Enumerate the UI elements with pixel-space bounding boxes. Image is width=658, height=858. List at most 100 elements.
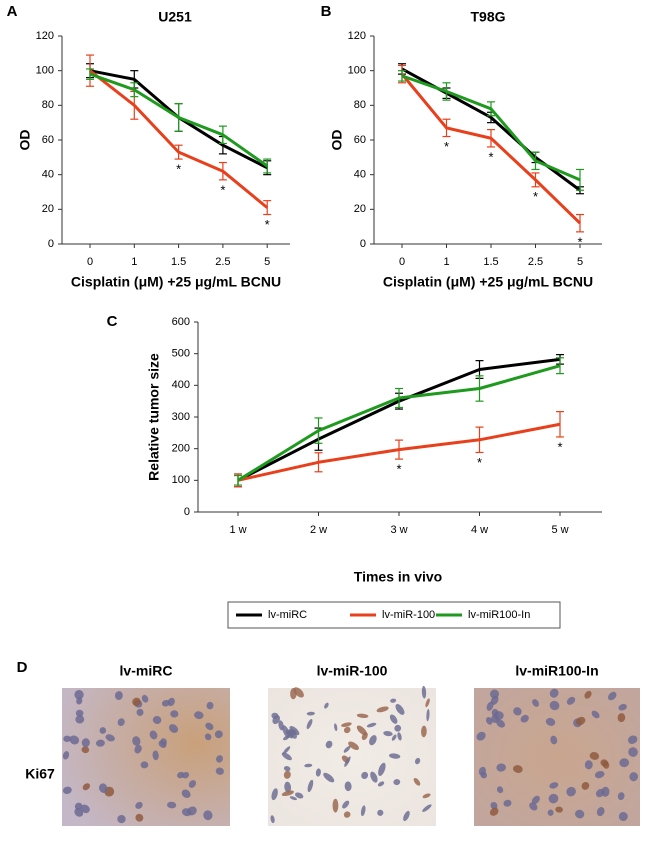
nucleus [548, 793, 559, 804]
nucleus [348, 741, 359, 751]
nucleus [75, 709, 84, 717]
nucleus [168, 724, 179, 733]
nucleus [393, 779, 401, 786]
nucleus [295, 792, 304, 799]
nucleus [600, 759, 609, 767]
x-tick-label: 5 [264, 256, 270, 268]
nucleus [547, 809, 554, 816]
nucleus [496, 719, 505, 728]
nucleus [271, 788, 278, 801]
nucleus [490, 801, 498, 810]
nucleus [575, 809, 585, 819]
error-bar [263, 200, 272, 216]
error-bar [314, 417, 323, 444]
nucleus [377, 809, 384, 816]
nucleus [177, 771, 185, 779]
x-tick-label: 1 w [229, 524, 246, 536]
nucleus [426, 708, 430, 722]
y-tick-label: 300 [172, 411, 190, 423]
nucleus [566, 696, 576, 705]
x-tick-label: 5 w [551, 524, 568, 536]
y-axis-label: OD [17, 130, 33, 151]
nucleus [531, 795, 540, 805]
nucleus [82, 783, 91, 791]
y-tick-label: 20 [354, 203, 366, 215]
nucleus [81, 746, 90, 754]
x-tick-label: 4 w [471, 524, 488, 536]
y-tick-label: 0 [360, 238, 366, 250]
y-tick-label: 60 [354, 134, 366, 146]
panel-label: B [321, 3, 332, 20]
panel-label: A [7, 3, 18, 20]
panel-label: C [107, 313, 118, 330]
nucleus [369, 735, 377, 746]
nucleus [289, 725, 300, 736]
nucleus [489, 807, 499, 816]
nucleus [608, 691, 617, 701]
y-tick-label: 0 [184, 506, 190, 518]
nucleus [152, 750, 159, 761]
nucleus [581, 782, 590, 790]
nucleus [62, 751, 70, 760]
nucleus [617, 792, 625, 800]
nucleus [421, 725, 427, 738]
error-bar [218, 161, 227, 181]
legend-label: lv-miRC [268, 609, 307, 621]
nucleus [170, 710, 179, 718]
y-tick-label: 40 [354, 169, 366, 181]
significance-marker: * [557, 439, 562, 454]
error-bar [556, 357, 564, 375]
nucleus [549, 688, 559, 698]
nucleus [628, 735, 638, 744]
row-label: Ki67 [25, 766, 55, 782]
nucleus [98, 783, 108, 793]
significance-marker: * [444, 139, 449, 154]
nucleus [584, 690, 592, 699]
x-tick-label: 2 w [310, 524, 327, 536]
nucleus [281, 752, 292, 761]
nucleus [480, 771, 488, 779]
nucleus [117, 718, 125, 727]
error-bar [576, 213, 584, 233]
nucleus [152, 715, 162, 725]
micrograph [474, 688, 640, 826]
nucleus [74, 690, 84, 700]
nucleus [532, 699, 540, 707]
nucleus [181, 789, 191, 798]
micrograph-bg [268, 688, 436, 826]
y-tick-label: 0 [48, 238, 54, 250]
nucleus [344, 756, 351, 767]
nucleus [422, 793, 431, 799]
nucleus [549, 700, 560, 711]
nucleus [188, 780, 197, 788]
y-tick-label: 100 [172, 474, 190, 486]
y-tick-label: 80 [354, 99, 366, 111]
nucleus [397, 732, 402, 741]
nucleus [114, 691, 123, 701]
nucleus [161, 699, 170, 707]
significance-marker: * [488, 149, 493, 164]
nucleus [425, 698, 430, 708]
significance-marker: * [477, 455, 482, 470]
nucleus [389, 753, 401, 759]
nucleus [619, 758, 630, 768]
y-tick-label: 120 [348, 30, 366, 42]
error-bar [487, 101, 495, 117]
nucleus [486, 701, 494, 711]
nucleus [332, 798, 339, 813]
nucleus [214, 730, 223, 739]
nucleus [513, 707, 522, 716]
nucleus [591, 710, 600, 719]
panel-label: D [17, 659, 28, 676]
nucleus [281, 790, 294, 797]
nucleus [403, 810, 410, 822]
x-axis-label: Cisplatin (μM) +25 μg/mL BCNU [71, 274, 281, 290]
error-bar [531, 151, 540, 171]
nucleus [422, 804, 432, 812]
significance-marker: * [265, 217, 270, 232]
y-tick-label: 40 [42, 169, 54, 181]
nucleus [566, 786, 576, 797]
nucleus [378, 762, 386, 776]
nucleus [307, 779, 314, 793]
